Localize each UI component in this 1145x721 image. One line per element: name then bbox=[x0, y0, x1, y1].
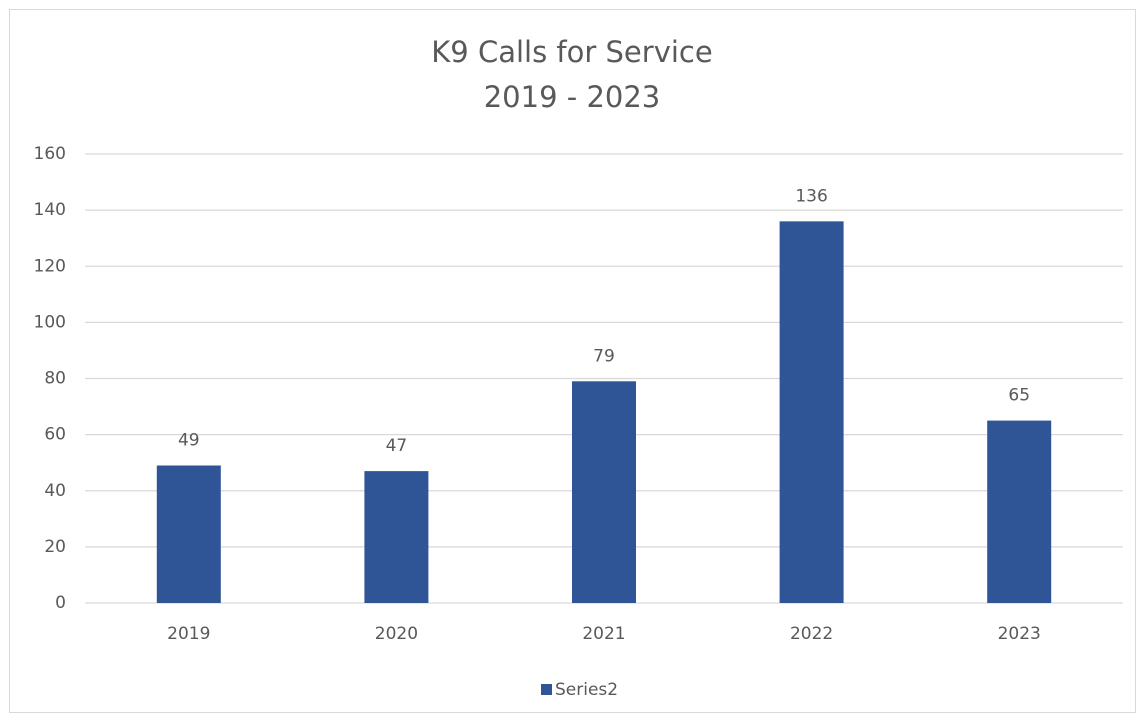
x-tick-label: 2021 bbox=[582, 624, 625, 644]
data-label: 47 bbox=[386, 436, 408, 456]
data-label: 136 bbox=[795, 186, 827, 206]
bar bbox=[364, 471, 429, 603]
bar bbox=[156, 465, 221, 603]
data-label: 79 bbox=[593, 346, 615, 366]
bar bbox=[987, 420, 1052, 603]
bar bbox=[779, 221, 844, 603]
y-tick-label: 0 bbox=[55, 593, 66, 613]
chart-frame bbox=[9, 9, 1136, 713]
data-label: 65 bbox=[1008, 386, 1030, 406]
x-tick-label: 2019 bbox=[167, 624, 210, 644]
x-tick-label: 2020 bbox=[375, 624, 418, 644]
y-tick-label: 100 bbox=[34, 312, 66, 332]
y-tick-label: 160 bbox=[34, 144, 66, 164]
legend-label: Series2 bbox=[555, 680, 618, 700]
chart-title: K9 Calls for Service bbox=[431, 35, 712, 69]
chart-subtitle: 2019 - 2023 bbox=[484, 80, 661, 114]
y-tick-label: 20 bbox=[44, 537, 66, 557]
y-tick-label: 60 bbox=[44, 425, 66, 445]
y-tick-label: 40 bbox=[44, 481, 66, 501]
data-label: 49 bbox=[178, 430, 200, 450]
x-tick-label: 2022 bbox=[790, 624, 833, 644]
bar bbox=[572, 381, 636, 603]
legend-swatch bbox=[541, 684, 552, 695]
y-tick-label: 140 bbox=[34, 200, 66, 220]
x-tick-label: 2023 bbox=[998, 624, 1041, 644]
y-tick-label: 120 bbox=[34, 256, 66, 276]
y-tick-label: 80 bbox=[44, 369, 66, 389]
